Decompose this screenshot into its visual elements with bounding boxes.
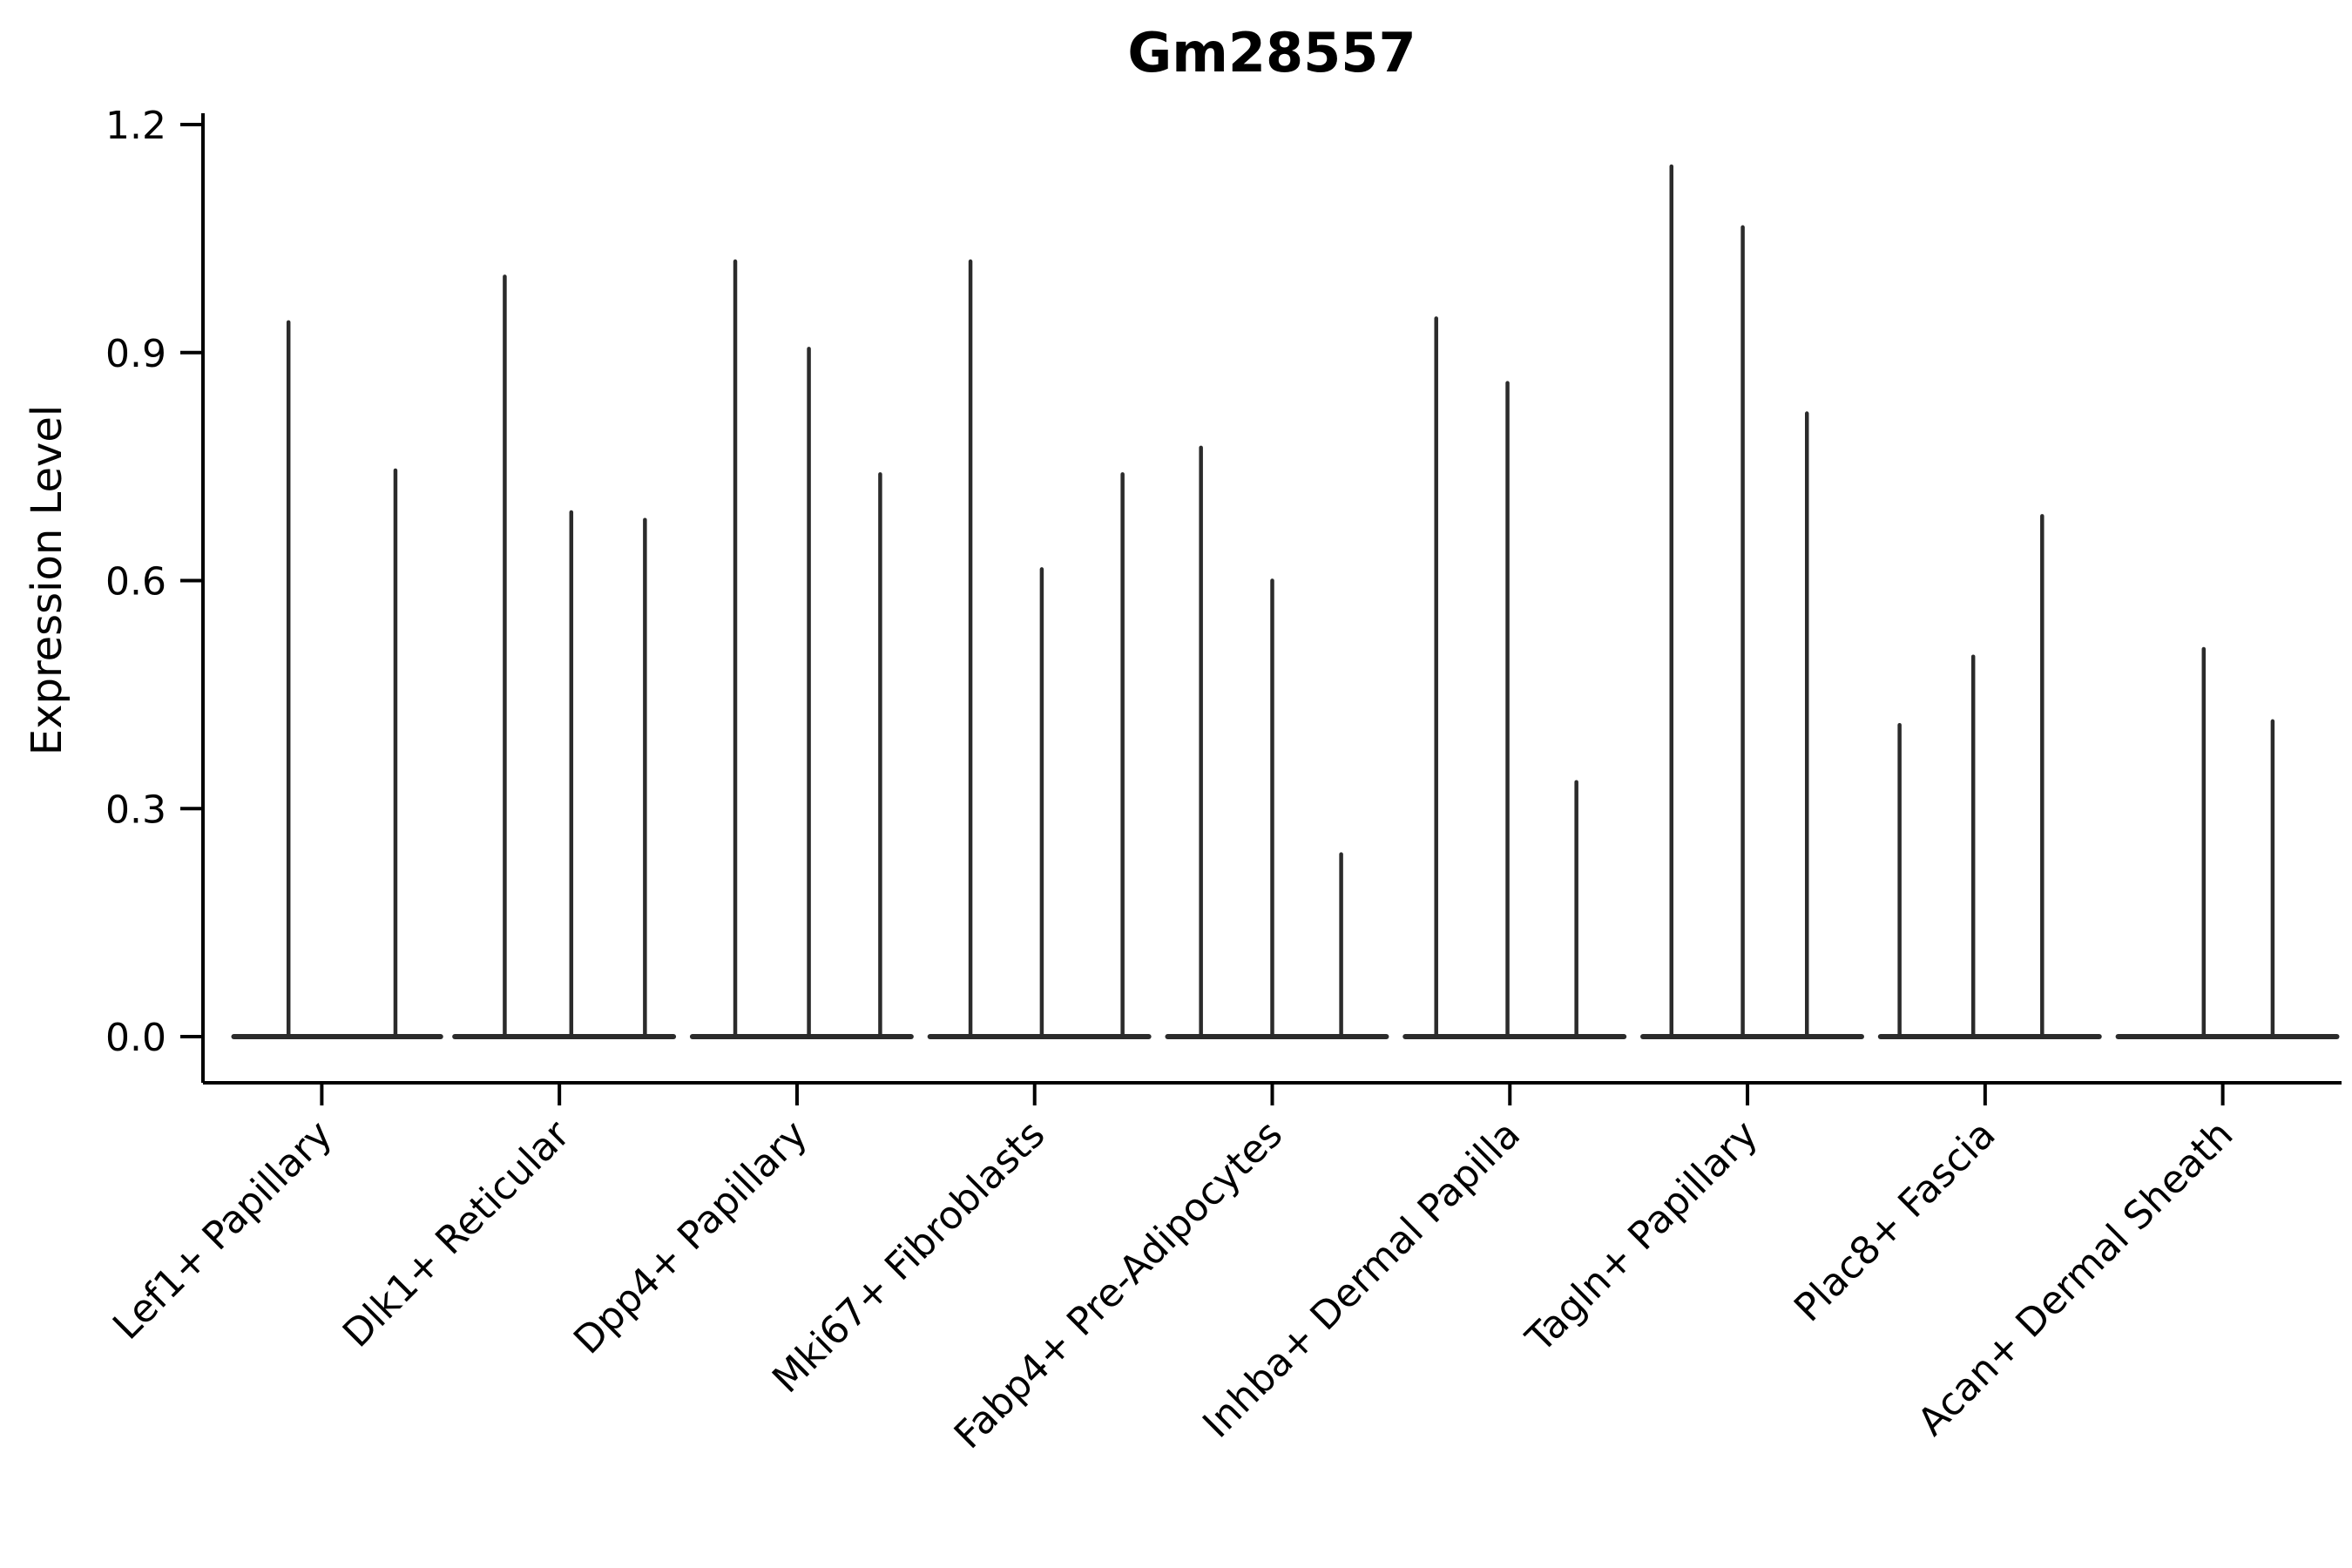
y-tick-label: 0.0 (105, 1016, 166, 1060)
x-tick-label: Tagln+ Papillary (1517, 1112, 1767, 1362)
x-tick-label: Lef1+ Papillary (105, 1112, 341, 1348)
y-tick-label: 0.3 (105, 787, 166, 832)
x-tick-label: Dpp4+ Papillary (565, 1112, 816, 1363)
chart-title: Gm28557 (1127, 21, 1416, 84)
y-tick-label: 1.2 (105, 104, 166, 148)
y-axis-label: Expression Level (23, 405, 71, 756)
y-tick-label: 0.9 (105, 332, 166, 376)
x-tick-label: Mki67+ Fibroblasts (764, 1112, 1053, 1402)
y-tick-label: 0.6 (105, 560, 166, 605)
x-tick-label: Dlk1+ Reticular (335, 1112, 579, 1356)
x-tick-label: Plac8+ Fascia (1786, 1112, 2004, 1331)
